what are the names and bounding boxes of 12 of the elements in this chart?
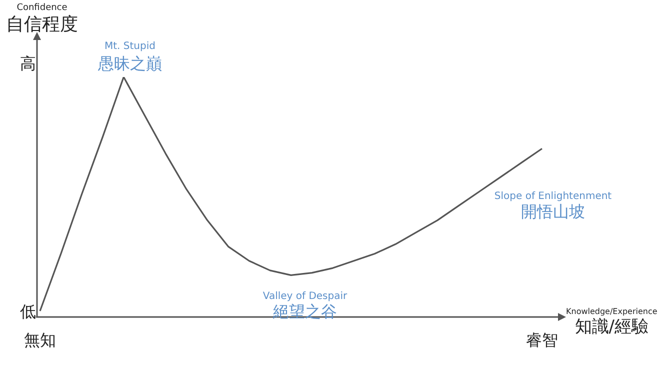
annotation: 絕望之谷 (273, 302, 337, 321)
text: 高 (20, 54, 36, 73)
x-tick-label: 無知 (24, 330, 56, 350)
text: 愚昧之巔 (98, 54, 162, 73)
annotation: Slope of Enlightenment (494, 190, 612, 203)
annotation: 低 (20, 302, 36, 321)
text: Mt. Stupid (104, 40, 156, 53)
annotation: Valley of Despair (262, 290, 348, 303)
x-tick-label: 睿智 (526, 330, 558, 350)
y-axis-title: Confidence 自信程度 (6, 2, 78, 36)
annotation: 開悟山坡 (521, 202, 585, 221)
x-axis-title: Knowledge/Experience 知識/經驗 (566, 306, 658, 337)
